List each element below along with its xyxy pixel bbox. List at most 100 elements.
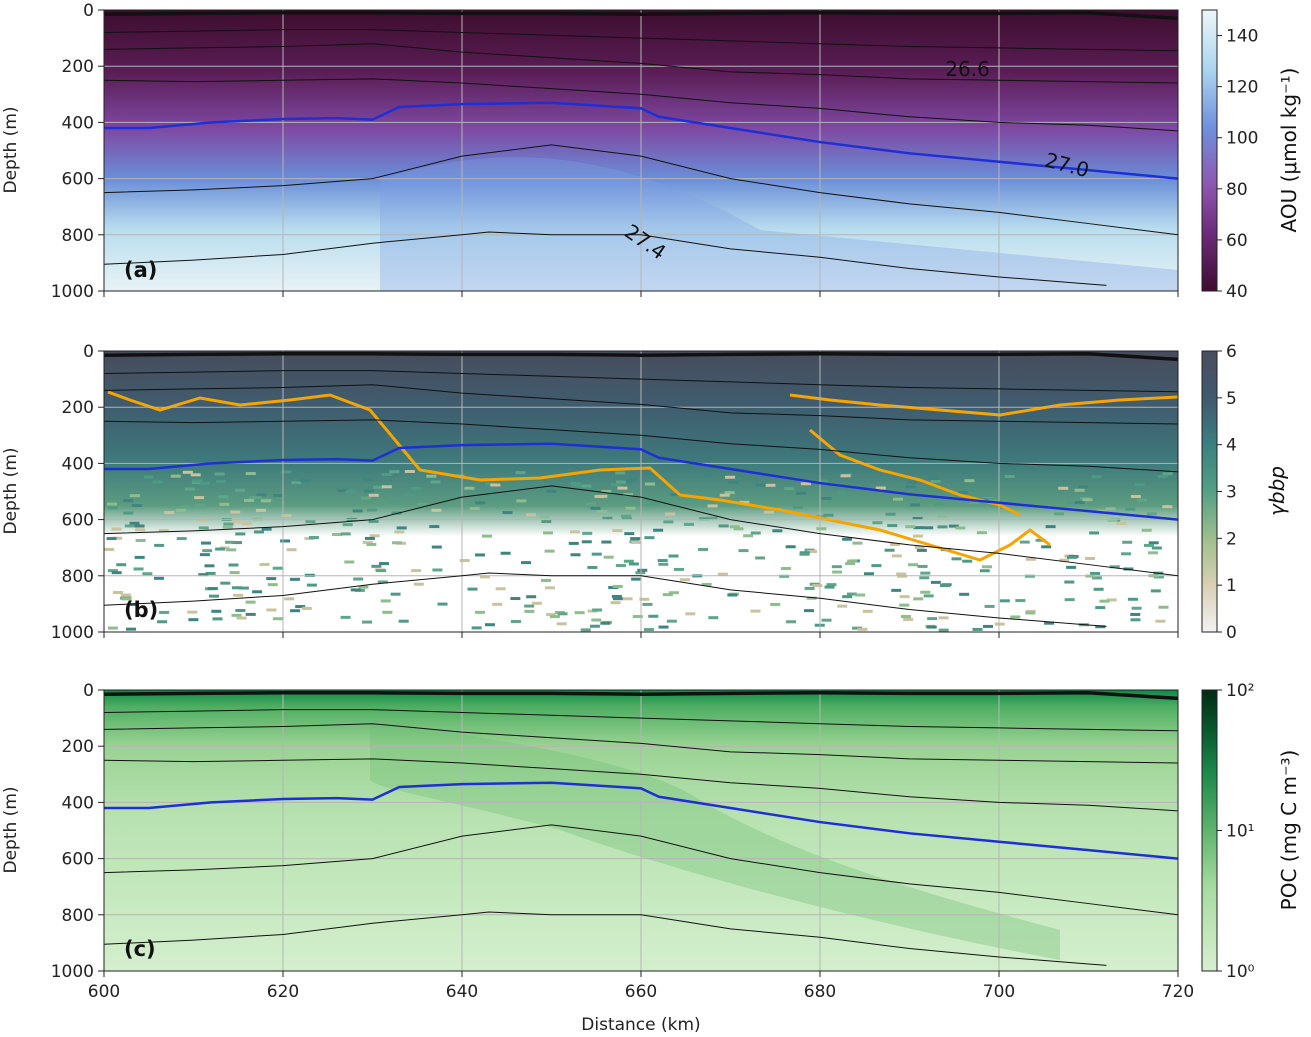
scatter-bin [1095, 606, 1106, 610]
scatter-bin [403, 493, 414, 497]
scatter-bin [926, 625, 937, 629]
scatter-bin [225, 540, 236, 544]
scatter-bin [668, 591, 679, 595]
scatter-bin [875, 486, 886, 490]
scatter-bin [666, 619, 677, 623]
isopycnal-line [104, 485, 1178, 577]
y-tick-label: 0 [83, 342, 94, 362]
scatter-bin [930, 580, 941, 584]
scatter-bin [806, 596, 817, 600]
isopycnal-line [104, 11, 1178, 21]
scatter-bin [135, 538, 146, 542]
scatter-bin [1025, 609, 1036, 613]
x-axis-label: Distance (km) [581, 1015, 700, 1035]
panel-c: (c) 0 200 400 600 800 1000 600 620 640 660 680 700… [1, 681, 1301, 1035]
y-axis-label-a: Depth (m) [1, 106, 21, 193]
scatter-bin [1143, 543, 1154, 547]
scatter-bin [984, 604, 995, 608]
scatter-bin [474, 553, 485, 557]
isopycnal-line [104, 370, 1178, 393]
scatter-bin [459, 559, 470, 563]
isopycnal-line [104, 78, 1178, 132]
scatter-bin [132, 504, 143, 508]
scatter-bin [541, 578, 552, 582]
scatter-bin [831, 565, 842, 569]
scatter-bin [1121, 552, 1132, 556]
colorbar-ticks-c: 10⁰ 10¹ 10² [1217, 681, 1255, 982]
colorbar-c [1201, 689, 1218, 972]
scatter-bin [934, 502, 945, 506]
scatter-bin [556, 622, 567, 626]
colorbar-tick-label: 40 [1226, 282, 1248, 302]
scatter-bin [1148, 541, 1159, 545]
scatter-bin [637, 568, 648, 572]
scatter-bin [891, 588, 902, 592]
scatter-bin [389, 500, 400, 504]
scatter-bin [909, 503, 920, 507]
scatter-bin [142, 572, 153, 576]
scatter-bin [969, 501, 980, 505]
scatter-bin [665, 512, 676, 516]
scatter-bin [807, 549, 818, 553]
scatter-bin [852, 541, 863, 545]
scatter-bin [581, 484, 592, 488]
scatter-bin [362, 478, 373, 482]
scatter-bin [717, 572, 728, 576]
scatter-bin [908, 563, 919, 567]
scatter-bin [964, 479, 975, 483]
scatter-bin [480, 575, 491, 579]
scatter-bin [281, 470, 292, 474]
scatter-bin [704, 499, 715, 503]
scatter-bin [913, 526, 924, 530]
scatter-bin [1106, 598, 1117, 602]
scatter-bin [284, 597, 295, 601]
scatter-bin [871, 564, 882, 568]
scatter-bin [1084, 556, 1095, 560]
scatter-bin [245, 612, 256, 616]
scatter-bin [772, 529, 783, 533]
scatter-bin [1025, 557, 1036, 561]
scatter-bin [1122, 540, 1133, 544]
scatter-bin [1162, 472, 1173, 476]
y-ticks-b: 0 200 400 600 800 1000 [51, 342, 104, 643]
scatter-bin [212, 617, 223, 621]
scatter-bin [842, 537, 853, 541]
y-tick-label: 600 [62, 850, 94, 870]
scatter-bin [524, 604, 535, 608]
x-tick-label: 620 [267, 982, 299, 1002]
y-tick-label: 600 [62, 170, 94, 190]
scatter-bin [475, 610, 486, 614]
scatter-bin [134, 524, 145, 528]
scatter-bin [630, 537, 641, 541]
scatter-bin [1155, 619, 1166, 623]
scatter-bin [235, 532, 246, 536]
scatter-bin [1137, 498, 1148, 502]
scatter-bin [611, 594, 622, 598]
isopycnal-line [104, 572, 1107, 627]
y-tick-label: 1000 [51, 962, 94, 982]
scatter-bin [589, 624, 600, 628]
scatter-bin [214, 472, 225, 476]
scatter-bin [862, 609, 873, 613]
scatter-bin [816, 514, 827, 518]
scatter-bin [957, 491, 968, 495]
scatter-bin [920, 590, 931, 594]
scatter-bin [398, 619, 409, 623]
scatter-bin [158, 529, 169, 533]
scatter-bin [471, 626, 482, 630]
scatter-bin [272, 617, 283, 621]
scatter-bin [1004, 474, 1015, 478]
colorbar-tick-label: 1 [1226, 576, 1237, 596]
x-tick-label: 640 [446, 982, 478, 1002]
scatter-bin [845, 562, 856, 566]
scatter-bin [176, 537, 187, 541]
scatter-bin [396, 526, 407, 530]
scatter-bin [467, 587, 478, 591]
scatter-bin [281, 514, 292, 518]
isopycnal-27-0-c [104, 781, 1178, 860]
scatter-bin [464, 486, 475, 490]
y-tick-label: 600 [62, 511, 94, 531]
scatter-bin [972, 627, 983, 631]
scatter-bin [526, 595, 537, 599]
